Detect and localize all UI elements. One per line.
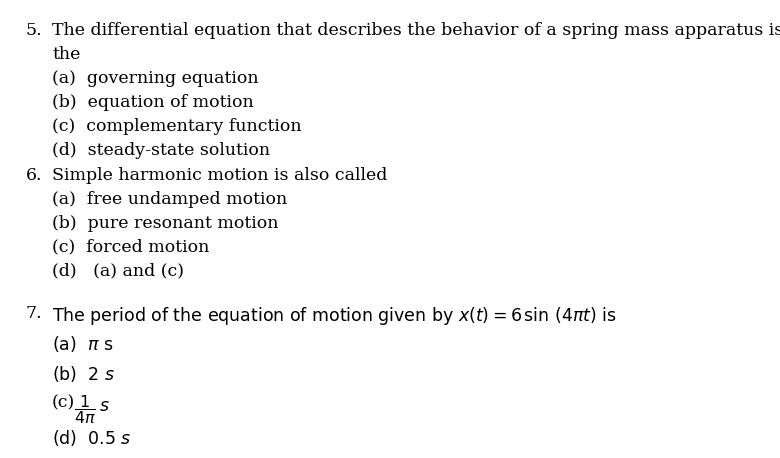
Text: 7.: 7. [26, 305, 42, 322]
Text: (a)  governing equation: (a) governing equation [52, 70, 259, 87]
Text: (c): (c) [52, 394, 76, 411]
Text: s: s [100, 398, 109, 415]
Text: The period of the equation of motion given by $x(t) = 6\,\sin\,(4\pi t)$ is: The period of the equation of motion giv… [52, 305, 617, 327]
Text: (b)  pure resonant motion: (b) pure resonant motion [52, 215, 278, 232]
Text: (d)  0.5 $s$: (d) 0.5 $s$ [52, 428, 132, 448]
Text: (c)  complementary function: (c) complementary function [52, 118, 302, 135]
Text: the: the [52, 46, 80, 63]
Text: (d)  steady-state solution: (d) steady-state solution [52, 142, 270, 158]
Text: $\dfrac{1}{4\pi}$: $\dfrac{1}{4\pi}$ [74, 393, 97, 426]
Text: (a)  free undamped motion: (a) free undamped motion [52, 191, 287, 208]
Text: The differential equation that describes the behavior of a spring mass apparatus: The differential equation that describes… [52, 22, 780, 39]
Text: (d)   (a) and (c): (d) (a) and (c) [52, 262, 184, 279]
Text: (a)  $\pi$ s: (a) $\pi$ s [52, 334, 114, 354]
Text: (c)  forced motion: (c) forced motion [52, 239, 210, 256]
Text: 5.: 5. [26, 22, 42, 39]
Text: 6.: 6. [26, 167, 42, 184]
Text: Simple harmonic motion is also called: Simple harmonic motion is also called [52, 167, 388, 184]
Text: (b)  2 $s$: (b) 2 $s$ [52, 364, 115, 384]
Text: (b)  equation of motion: (b) equation of motion [52, 94, 254, 111]
